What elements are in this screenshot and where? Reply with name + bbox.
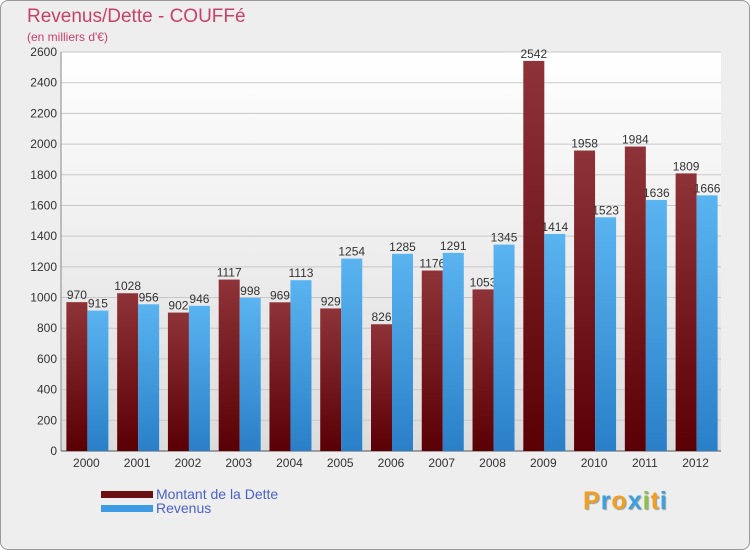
bar-dette xyxy=(472,289,494,451)
bar-revenus xyxy=(138,304,160,451)
legend-swatch-dette xyxy=(101,491,153,498)
x-tick-label: 2005 xyxy=(327,456,354,470)
data-label-revenus: 998 xyxy=(240,284,260,298)
data-label-dette: 1028 xyxy=(114,279,141,293)
bar-revenus xyxy=(544,234,566,451)
x-tick-label: 2012 xyxy=(682,456,709,470)
bar-dette xyxy=(421,270,443,451)
bar-revenus xyxy=(392,253,413,451)
bar-revenus xyxy=(442,252,464,451)
bar-revenus xyxy=(341,258,363,451)
data-label-revenus: 956 xyxy=(139,290,159,304)
chart-title: Revenus/Dette - COUFFé xyxy=(27,6,246,27)
bar-dette xyxy=(117,293,139,451)
data-label-dette: 902 xyxy=(168,299,188,313)
bar-dette xyxy=(675,173,697,452)
x-tick-label: 2000 xyxy=(73,456,100,470)
data-label-revenus: 915 xyxy=(88,297,108,311)
y-tick-label: 600 xyxy=(37,352,57,366)
bar-revenus xyxy=(290,280,312,451)
legend-label-revenus: Revenus xyxy=(156,500,212,516)
y-tick-label: 2400 xyxy=(30,76,57,90)
chart-subtitle: (en milliers d'€) xyxy=(27,30,108,44)
y-tick-label: 2200 xyxy=(30,106,57,120)
legend-label-dette: Montant de la Dette xyxy=(156,486,279,502)
bar-dette xyxy=(218,279,240,451)
x-tick-label: 2010 xyxy=(581,456,608,470)
y-tick-label: 0 xyxy=(50,444,57,458)
data-label-revenus: 1636 xyxy=(643,186,670,200)
bar-dette xyxy=(320,308,342,451)
bar-dette xyxy=(371,324,392,451)
x-tick-label: 2011 xyxy=(632,456,658,470)
y-tick-label: 400 xyxy=(37,383,57,397)
x-tick-label: 2009 xyxy=(530,456,557,470)
bar-revenus xyxy=(188,305,210,451)
logo-letter: r xyxy=(600,487,612,515)
data-label-revenus: 946 xyxy=(189,292,209,306)
bar-revenus xyxy=(87,310,109,451)
legend-swatch-revenus xyxy=(101,505,153,512)
bar-dette xyxy=(167,312,189,451)
data-label-dette: 1958 xyxy=(571,137,598,151)
logo-letter: x xyxy=(627,487,643,515)
proxiti-logo: Proxiti xyxy=(583,487,668,516)
bar-dette xyxy=(523,60,545,452)
x-tick-label: 2006 xyxy=(378,456,405,470)
data-label-revenus: 1523 xyxy=(592,203,619,217)
y-tick-label: 2000 xyxy=(30,137,57,151)
data-label-dette: 1984 xyxy=(622,133,649,147)
bar-revenus xyxy=(239,297,261,451)
bar-dette xyxy=(269,302,291,451)
logo-letter: P xyxy=(583,487,601,515)
y-tick-label: 1000 xyxy=(30,291,57,305)
x-tick-label: 2002 xyxy=(175,456,202,470)
x-tick-label: 2008 xyxy=(479,456,506,470)
y-tick-label: 200 xyxy=(37,413,57,427)
y-tick-label: 1400 xyxy=(30,229,57,243)
y-tick-label: 1200 xyxy=(30,260,57,274)
bar-revenus xyxy=(645,199,667,451)
x-tick-label: 2004 xyxy=(276,456,303,470)
data-label-dette: 1176 xyxy=(419,257,445,271)
x-tick-label: 2003 xyxy=(225,456,252,470)
data-label-dette: 969 xyxy=(270,288,290,302)
data-label-revenus: 1254 xyxy=(338,245,365,259)
x-tick-label: 2001 xyxy=(124,456,151,470)
bar-dette xyxy=(66,302,88,451)
data-label-dette: 2542 xyxy=(520,47,547,61)
bar-revenus xyxy=(696,195,718,451)
bar-revenus xyxy=(595,217,617,451)
data-label-dette: 929 xyxy=(321,294,341,308)
data-label-revenus: 1113 xyxy=(289,266,314,280)
data-label-revenus: 1414 xyxy=(541,220,568,234)
y-tick-label: 800 xyxy=(37,321,57,335)
x-tick-label: 2007 xyxy=(428,456,455,470)
data-label-dette: 1053 xyxy=(470,275,497,289)
data-label-dette: 1809 xyxy=(673,159,700,173)
logo-letter: i xyxy=(642,487,651,515)
data-label-revenus: 1666 xyxy=(694,181,721,195)
data-label-revenus: 1291 xyxy=(440,239,467,253)
data-label-dette: 1117 xyxy=(217,266,242,280)
logo-letter: o xyxy=(611,487,628,515)
logo-letter: i xyxy=(659,487,668,515)
data-label-revenus: 1345 xyxy=(491,231,518,245)
data-label-dette: 826 xyxy=(371,310,391,324)
y-tick-label: 2600 xyxy=(30,45,57,59)
bar-dette xyxy=(624,146,646,452)
bar-revenus xyxy=(493,244,515,451)
y-tick-label: 1800 xyxy=(30,168,57,182)
logo-letter: t xyxy=(650,487,660,515)
bar-dette xyxy=(574,150,596,451)
y-tick-label: 1600 xyxy=(30,198,57,212)
data-label-revenus: 1285 xyxy=(389,240,416,254)
data-label-dette: 970 xyxy=(67,288,87,302)
